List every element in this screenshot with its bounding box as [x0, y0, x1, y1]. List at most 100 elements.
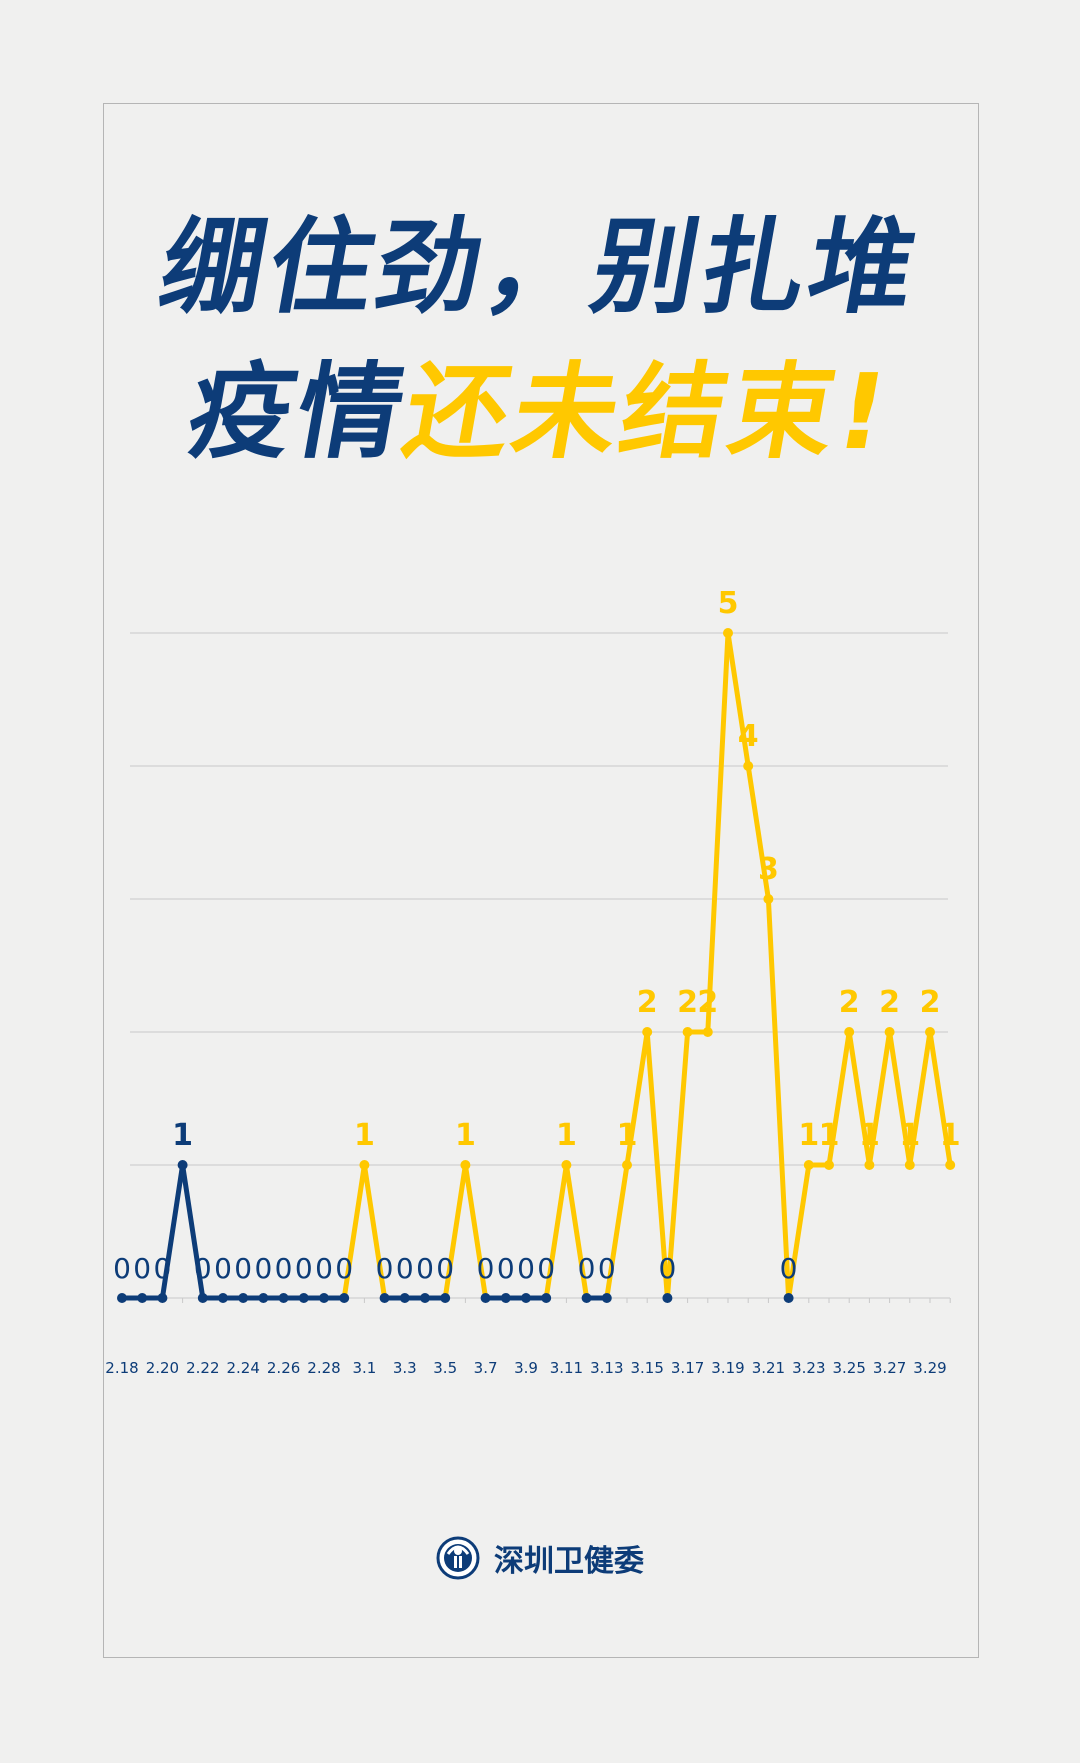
- x-tick-label: 3.15: [630, 1359, 663, 1377]
- data-label: 0: [396, 1252, 414, 1285]
- data-label: 5: [718, 586, 739, 621]
- data-point: [359, 1160, 370, 1170]
- x-tick-label: 3.27: [873, 1359, 906, 1377]
- data-label: 0: [477, 1252, 495, 1285]
- data-point: [420, 1293, 430, 1303]
- data-point: [541, 1293, 552, 1303]
- x-tick-label: 3.17: [671, 1359, 704, 1377]
- series-segment: [866, 1029, 893, 1168]
- data-label: 2: [839, 985, 860, 1020]
- series-segment: [664, 1029, 691, 1301]
- data-label: 0: [214, 1252, 232, 1285]
- x-tick-label: 2.20: [146, 1359, 179, 1377]
- footer-branding: 深圳卫健委: [0, 1536, 1080, 1580]
- series-segment: [907, 1029, 933, 1168]
- data-point: [622, 1160, 632, 1170]
- data-point: [824, 1160, 834, 1170]
- data-label: 1: [455, 1118, 476, 1153]
- series-segment: [159, 1162, 186, 1301]
- data-label: 2: [920, 985, 941, 1020]
- x-tick-label: 3.25: [832, 1359, 865, 1377]
- data-label: 0: [497, 1252, 515, 1285]
- data-label: 0: [335, 1252, 353, 1285]
- data-point: [440, 1293, 451, 1303]
- series-segment: [927, 1029, 953, 1168]
- series-segment: [563, 1162, 590, 1301]
- series-segment: [725, 630, 751, 769]
- series-segment: [341, 1162, 367, 1301]
- data-point: [803, 1160, 814, 1170]
- data-point: [460, 1160, 471, 1170]
- series-segment: [442, 1162, 468, 1301]
- x-tick-label: 3.3: [393, 1359, 417, 1377]
- data-label: 0: [658, 1252, 676, 1285]
- data-point: [864, 1160, 875, 1170]
- series-segment: [624, 1029, 650, 1168]
- x-tick-label: 2.22: [186, 1359, 219, 1377]
- data-point: [218, 1293, 228, 1303]
- data-label: 0: [517, 1252, 535, 1285]
- x-tick-label: 2.26: [267, 1359, 300, 1377]
- x-tick-label: 3.9: [514, 1359, 538, 1377]
- series-segment: [180, 1162, 206, 1301]
- data-label: 0: [194, 1252, 212, 1285]
- x-tick-label: 3.7: [474, 1359, 498, 1377]
- data-point: [642, 1027, 653, 1037]
- series-segment: [644, 1029, 670, 1301]
- x-tick-label: 3.5: [433, 1359, 457, 1377]
- series-segment: [604, 1162, 630, 1301]
- data-point: [763, 894, 774, 904]
- data-label: 0: [275, 1252, 293, 1285]
- data-point: [117, 1293, 127, 1303]
- data-label: 0: [780, 1252, 798, 1285]
- data-point: [197, 1293, 208, 1303]
- emblem-logo-icon: [436, 1536, 480, 1580]
- x-tick-label: 3.1: [352, 1359, 376, 1377]
- data-point: [702, 1027, 713, 1037]
- series-segment: [705, 630, 731, 1035]
- data-label: 0: [315, 1252, 333, 1285]
- poster-frame: [103, 103, 979, 1658]
- data-point: [561, 1160, 572, 1170]
- data-label: 2: [697, 985, 718, 1020]
- data-point: [945, 1160, 956, 1170]
- data-point: [884, 1027, 895, 1037]
- data-point: [379, 1293, 390, 1303]
- data-label: 1: [940, 1118, 961, 1153]
- data-label: 1: [899, 1118, 920, 1153]
- data-point: [258, 1293, 269, 1303]
- data-label: 0: [416, 1252, 434, 1285]
- data-label: 0: [376, 1252, 394, 1285]
- data-label: 0: [133, 1252, 151, 1285]
- data-point: [480, 1293, 491, 1303]
- series-segment: [765, 896, 792, 1301]
- data-label: 4: [738, 719, 759, 754]
- data-point: [500, 1293, 511, 1303]
- x-tick-label: 3.21: [752, 1359, 785, 1377]
- data-point: [601, 1293, 612, 1303]
- data-point: [662, 1293, 673, 1303]
- data-label: 1: [617, 1118, 638, 1153]
- data-label: 0: [254, 1252, 272, 1285]
- series-segment: [887, 1029, 913, 1168]
- data-label: 0: [598, 1252, 616, 1285]
- series-segment: [462, 1162, 489, 1301]
- x-tick-label: 3.23: [792, 1359, 825, 1377]
- data-label: 0: [436, 1252, 454, 1285]
- data-point: [581, 1293, 592, 1303]
- x-tick-label: 2.24: [226, 1359, 259, 1377]
- data-point: [682, 1027, 693, 1037]
- x-tick-label: 3.29: [913, 1359, 946, 1377]
- data-label: 0: [234, 1252, 252, 1285]
- data-label: 1: [798, 1118, 819, 1153]
- data-label: 1: [354, 1118, 375, 1153]
- data-label: 2: [637, 985, 658, 1020]
- data-point: [137, 1293, 148, 1303]
- series-segment: [826, 1029, 852, 1168]
- x-tick-label: 2.18: [105, 1359, 138, 1377]
- x-tick-label: 2.28: [307, 1359, 340, 1377]
- x-tick-label: 3.19: [711, 1359, 744, 1377]
- data-label: 0: [153, 1252, 171, 1285]
- data-point: [157, 1293, 168, 1303]
